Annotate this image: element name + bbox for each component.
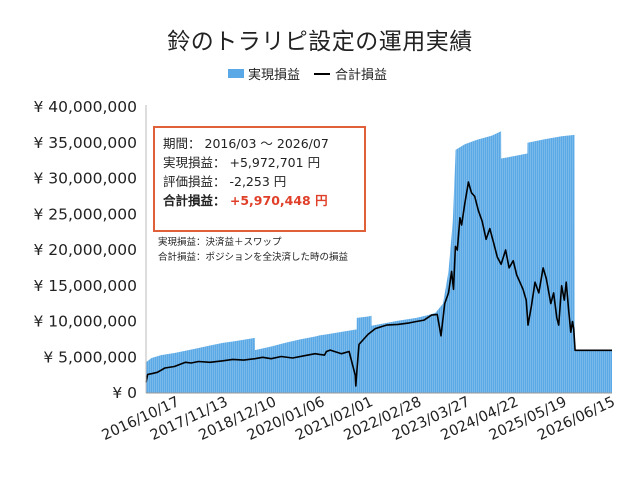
summary-value-period: 2016/03 ～ 2026/07 bbox=[204, 136, 329, 151]
legend-swatch-total bbox=[314, 72, 331, 75]
summary-row-total: 合計損益： +5,970,448 円 bbox=[163, 191, 356, 210]
legend-swatch-realized bbox=[228, 69, 244, 78]
summary-value-unrealized: -2,253 円 bbox=[229, 174, 287, 189]
note-total: 合計損益：ポジションを全決済した時の損益 bbox=[158, 251, 349, 263]
summary-value-total: +5,970,448 円 bbox=[229, 193, 328, 208]
series-realized-area bbox=[146, 131, 612, 394]
legend-label-realized: 実現損益 bbox=[248, 68, 301, 83]
summary-row-unrealized: 評価損益： -2,253 円 bbox=[163, 172, 356, 191]
y-tick-label: ¥ 0 bbox=[112, 384, 137, 402]
y-tick-label: ¥ 25,000,000 bbox=[33, 205, 137, 223]
summary-label-realized: 実現損益： bbox=[163, 155, 226, 170]
summary-row-realized: 実現損益： +5,972,701 円 bbox=[163, 153, 356, 172]
y-tick-label: ¥ 20,000,000 bbox=[33, 241, 137, 259]
summary-label-total: 合計損益： bbox=[163, 193, 226, 208]
y-tick-label: ¥ 5,000,000 bbox=[43, 348, 137, 366]
legend-label-total: 合計損益 bbox=[335, 68, 388, 83]
y-tick-label: ¥ 10,000,000 bbox=[33, 313, 137, 331]
y-tick-label: ¥ 30,000,000 bbox=[33, 170, 137, 188]
summary-label-period: 期間： bbox=[163, 136, 201, 151]
y-tick-label: ¥ 35,000,000 bbox=[33, 134, 137, 152]
summary-box: 期間： 2016/03 ～ 2026/07 実現損益： +5,972,701 円… bbox=[153, 126, 366, 232]
y-tick-label: ¥ 40,000,000 bbox=[33, 98, 137, 116]
series-total-line bbox=[145, 181, 612, 387]
chart-title: 鈴のトラリピ設定の運用実績 bbox=[167, 29, 473, 55]
y-tick-label: ¥ 15,000,000 bbox=[33, 277, 137, 295]
summary-label-unrealized: 評価損益： bbox=[163, 174, 226, 189]
note-realized: 実現損益：決済益＋スワップ bbox=[158, 237, 282, 248]
chart-notes: 実現損益：決済益＋スワップ 合計損益：ポジションを全決済した時の損益 bbox=[158, 236, 348, 265]
summary-value-realized: +5,972,701 円 bbox=[229, 155, 321, 170]
chart-legend: 実現損益 合計損益 bbox=[228, 64, 387, 83]
summary-row-period: 期間： 2016/03 ～ 2026/07 bbox=[163, 134, 356, 153]
